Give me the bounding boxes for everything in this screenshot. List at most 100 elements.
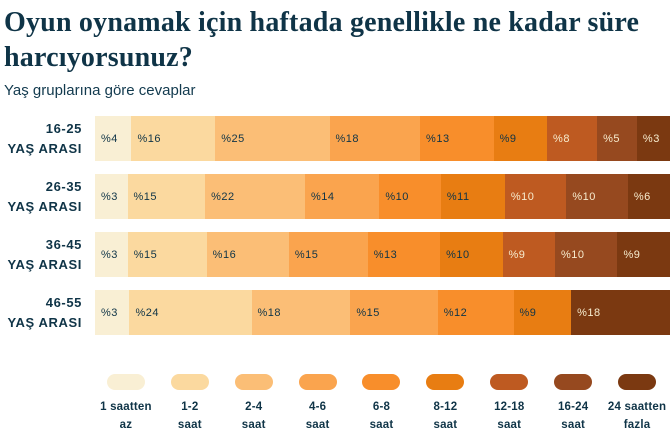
segment-percent-label: %13 — [426, 132, 450, 145]
bar-segment: %9 — [617, 232, 670, 278]
bar-segment: %5 — [597, 116, 637, 162]
bar-segment: %3 — [95, 174, 128, 220]
legend-label-line: saat — [433, 418, 458, 431]
bar-segment: %15 — [127, 174, 206, 220]
bar-segment: %15 — [288, 232, 368, 278]
segment-percent-label: %15 — [133, 248, 158, 261]
age-group-row: 36-45 YAŞ ARASI %3 %15 %16 %15 %13 %10 %9 %10 %9 — [4, 232, 670, 278]
segment-percent-label: %10 — [561, 248, 585, 261]
legend-item: 2-4 saat — [223, 374, 285, 434]
bar-segment: %24 — [129, 290, 252, 336]
segment-percent-label: %18 — [335, 132, 360, 145]
legend-label-line: saat — [177, 418, 202, 431]
legend-swatch — [362, 374, 401, 391]
segment-percent-label: %4 — [101, 132, 118, 145]
legend-label: 6-8 saat — [351, 399, 413, 434]
segment-percent-label: %18 — [577, 306, 601, 319]
bar-segment: %12 — [437, 290, 514, 336]
legend-label: 1 saatten az — [95, 399, 157, 434]
segment-percent-label: %15 — [294, 248, 319, 261]
bar-segment: %9 — [513, 290, 572, 336]
segment-percent-label: %10 — [572, 190, 596, 203]
stacked-bar-chart: 16-25 YAŞ ARASI %4 %16 %25 %18 %13 %9 %8 %5 %3 26-3… — [4, 116, 670, 336]
segment-percent-label: %8 — [553, 132, 570, 145]
segment-percent-label: %3 — [101, 248, 118, 261]
segment-percent-label: %10 — [510, 190, 535, 203]
legend-item: 4-6 saat — [287, 374, 349, 434]
legend-label-line: 2-4 — [245, 401, 263, 414]
bar-segment: %10 — [555, 232, 618, 278]
bar-segment: %8 — [547, 116, 598, 162]
segment-percent-label: %9 — [508, 248, 526, 261]
segment-percent-label: %9 — [499, 132, 517, 145]
legend-label-line: 8-12 — [433, 401, 458, 414]
legend-label: 8-12 saat — [414, 399, 476, 434]
bar-segment: %14 — [305, 174, 380, 220]
bar-segment: %9 — [493, 116, 548, 162]
segment-percent-label: %10 — [446, 248, 470, 261]
legend-item: 16-24 saat — [542, 374, 604, 434]
legend-swatch — [170, 374, 209, 391]
segment-percent-label: %22 — [211, 190, 235, 203]
bar-segment: %13 — [420, 116, 494, 162]
legend-item: 1-2 saat — [159, 374, 221, 434]
segment-percent-label: %16 — [137, 132, 161, 145]
legend-label: 12-18 saat — [478, 399, 540, 434]
bar-segment: %10 — [566, 174, 628, 220]
stacked-bar: %3 %24 %18 %15 %12 %9 %18 — [95, 290, 670, 336]
bar-segment: %3 — [636, 116, 670, 162]
segment-percent-label: %6 — [633, 190, 651, 203]
segment-percent-label: %16 — [212, 248, 237, 261]
segment-percent-label: %18 — [257, 306, 282, 319]
segment-percent-label: %3 — [101, 306, 118, 319]
segment-percent-label: %10 — [385, 190, 409, 203]
legend-label-line: az — [119, 418, 133, 431]
legend-label-line: 1 saatten — [100, 401, 152, 414]
segment-percent-label: %25 — [221, 132, 245, 145]
legend-label-line: saat — [561, 418, 586, 431]
stacked-bar: %4 %16 %25 %18 %13 %9 %8 %5 %3 — [95, 116, 670, 162]
age-group-label: 26-35 YAŞ ARASI — [4, 177, 82, 217]
bar-segment: %9 — [502, 232, 556, 278]
legend-label: 2-4 saat — [223, 399, 285, 434]
bar-segment: %15 — [350, 290, 438, 336]
legend-label-line: 16-24 — [557, 401, 589, 414]
age-group-label: 16-25 YAŞ ARASI — [4, 119, 82, 159]
bar-segment: %3 — [95, 290, 130, 336]
bar-segment: %15 — [127, 232, 207, 278]
age-group-row: 46-55 YAŞ ARASI %3 %24 %18 %15 %12 %9 %18 — [4, 290, 670, 336]
legend-label: 4-6 saat — [287, 399, 349, 434]
age-group-label: 46-55 YAŞ ARASI — [4, 293, 82, 333]
age-group-label: 36-45 YAŞ ARASI — [4, 235, 82, 275]
legend-label: 1-2 saat — [159, 399, 221, 434]
segment-percent-label: %5 — [603, 132, 620, 145]
legend-label: 24 saatten fazla — [606, 399, 668, 434]
segment-percent-label: %3 — [642, 132, 660, 145]
legend-swatch — [234, 374, 273, 391]
age-range-suffix-text: YAŞ ARASI — [7, 314, 82, 330]
legend-label-line: 12-18 — [494, 401, 525, 414]
legend-item: 24 saatten fazla — [606, 374, 668, 434]
bar-segment: %10 — [379, 174, 441, 220]
bar-segment: %10 — [440, 232, 503, 278]
bar-segment: %16 — [131, 116, 216, 162]
bar-segment: %18 — [571, 290, 670, 336]
legend-item: 8-12 saat — [414, 374, 476, 434]
age-range-text: 26-35 — [45, 178, 82, 194]
age-range-suffix-text: YAŞ ARASI — [7, 198, 82, 214]
legend-label-line: 24 saatten — [607, 401, 667, 414]
age-range-text: 46-55 — [45, 294, 82, 310]
age-range-text: 16-25 — [45, 120, 82, 136]
legend-swatch — [618, 374, 657, 391]
legend-label-line: 4-6 — [308, 401, 327, 414]
segment-percent-label: %13 — [373, 248, 398, 261]
bar-segment: %3 — [95, 232, 128, 278]
legend-label-line: fazla — [623, 418, 651, 431]
bar-segment: %22 — [205, 174, 306, 220]
chart-title: Oyun oynamak için haftada genellikle ne … — [4, 7, 640, 73]
bar-segment: %4 — [95, 116, 132, 162]
legend-item: 12-18 saat — [478, 374, 540, 434]
stacked-bar: %3 %15 %22 %14 %10 %11 %10 %10 %6 — [95, 174, 670, 220]
age-range-suffix-text: YAŞ ARASI — [7, 140, 82, 156]
